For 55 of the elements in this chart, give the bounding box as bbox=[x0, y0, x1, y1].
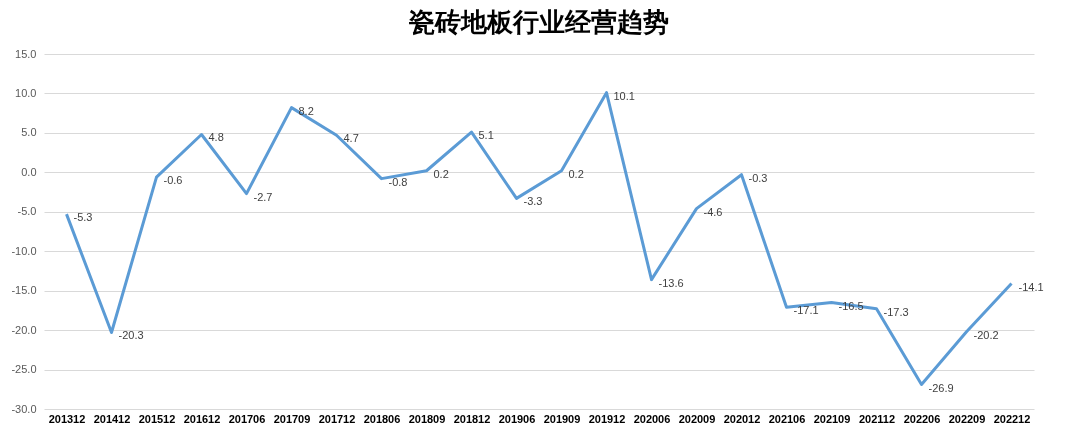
x-tick-label: 202106 bbox=[768, 412, 806, 425]
y-tick-label: -20.0 bbox=[11, 323, 37, 336]
x-tick-label: 202109 bbox=[813, 412, 851, 425]
x-tick-label: 202006 bbox=[633, 412, 671, 425]
x-tick-label: 202209 bbox=[948, 412, 986, 425]
x-tick-label: 201412 bbox=[93, 412, 131, 425]
data-label: -26.9 bbox=[928, 381, 954, 394]
y-tick-label: 5.0 bbox=[21, 126, 37, 139]
data-label: -5.3 bbox=[73, 211, 93, 224]
y-tick-label: 0.0 bbox=[21, 165, 37, 178]
x-tick-label: 201909 bbox=[543, 412, 581, 425]
data-label: -0.3 bbox=[748, 171, 768, 184]
x-tick-label: 202112 bbox=[858, 412, 896, 425]
x-tick-label: 201706 bbox=[228, 412, 266, 425]
x-tick-label: 201912 bbox=[588, 412, 626, 425]
data-label: 8.2 bbox=[298, 104, 314, 117]
x-tick-label: 201512 bbox=[138, 412, 176, 425]
y-tick-label: -15.0 bbox=[11, 284, 37, 297]
data-label: 5.1 bbox=[478, 129, 494, 142]
x-tick-label: 201809 bbox=[408, 412, 446, 425]
x-tick-label: 202206 bbox=[903, 412, 941, 425]
x-tick-label: 202012 bbox=[723, 412, 761, 425]
x-tick-label: 202009 bbox=[678, 412, 716, 425]
data-label: 4.8 bbox=[208, 131, 224, 144]
y-tick-label: -10.0 bbox=[11, 244, 37, 257]
data-label: -20.3 bbox=[118, 329, 144, 342]
data-label: -3.3 bbox=[523, 195, 543, 208]
data-label: -0.8 bbox=[388, 175, 408, 188]
data-label: 10.1 bbox=[613, 89, 635, 102]
data-label: -14.1 bbox=[1018, 280, 1044, 293]
data-label: 0.2 bbox=[568, 167, 584, 180]
x-tick-label: 201812 bbox=[453, 412, 491, 425]
y-tick-label: 15.0 bbox=[15, 47, 37, 60]
x-tick-label: 201709 bbox=[273, 412, 311, 425]
x-tick-label: 201712 bbox=[318, 412, 356, 425]
x-tick-label: 201312 bbox=[48, 412, 86, 425]
data-label: -2.7 bbox=[253, 190, 273, 203]
x-tick-label: 202212 bbox=[993, 412, 1031, 425]
y-tick-label: -25.0 bbox=[11, 363, 37, 376]
data-label: 4.7 bbox=[343, 132, 359, 145]
data-label: -0.6 bbox=[163, 174, 183, 187]
data-label: 0.2 bbox=[433, 167, 449, 180]
x-tick-label: 201806 bbox=[363, 412, 401, 425]
chart-title: 瓷砖地板行业经营趋势 bbox=[408, 7, 669, 37]
data-label: -20.2 bbox=[973, 328, 999, 341]
y-tick-label: -5.0 bbox=[17, 205, 37, 218]
x-tick-label: 201612 bbox=[183, 412, 221, 425]
data-label: -13.6 bbox=[658, 276, 684, 289]
y-tick-label: 10.0 bbox=[15, 86, 37, 99]
data-label: -16.5 bbox=[838, 299, 864, 312]
data-label: -17.3 bbox=[883, 305, 909, 318]
data-label: -17.1 bbox=[793, 304, 819, 317]
x-tick-label: 201906 bbox=[498, 412, 536, 425]
data-label: -4.6 bbox=[703, 205, 723, 218]
y-tick-label: -30.0 bbox=[11, 402, 37, 415]
